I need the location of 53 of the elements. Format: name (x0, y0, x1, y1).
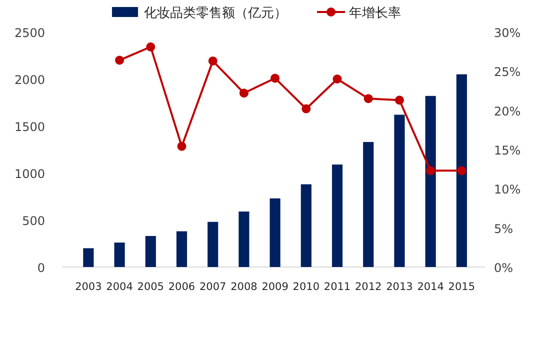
bar (145, 236, 156, 267)
point (426, 166, 436, 176)
point (177, 142, 186, 151)
y-tick-label: 2500 (14, 26, 45, 40)
y2-tick-label: 15% (494, 144, 521, 158)
x-tick-label: 2014 (417, 281, 444, 293)
bar (270, 198, 280, 267)
bar (238, 212, 250, 267)
bar (363, 142, 374, 267)
y2-tick-label: 20% (494, 104, 521, 118)
bar (300, 184, 312, 267)
y2-tick-label: 10% (494, 182, 521, 197)
point (115, 56, 124, 65)
point (302, 104, 311, 114)
y-tick-label: 500 (22, 214, 45, 228)
bar (208, 222, 218, 267)
x-tick-label: 2004 (106, 281, 134, 293)
point (332, 74, 342, 84)
bar (114, 242, 125, 267)
bar (332, 164, 343, 267)
y-tick-label: 0 (37, 261, 45, 275)
point (270, 74, 280, 83)
x-tick-label: 2008 (230, 281, 258, 293)
bar (394, 114, 405, 267)
bar (83, 248, 94, 267)
y2-tick-label: 0% (494, 261, 514, 275)
x-tick-label: 2013 (386, 281, 413, 293)
x-tick-label: 2005 (137, 281, 164, 293)
x-tick-label: 2007 (199, 281, 226, 293)
y-tick-label: 2000 (14, 73, 45, 87)
y2-tick-label: 25% (494, 65, 521, 80)
point (208, 56, 218, 66)
point (146, 42, 156, 52)
y2-tick-label: 5% (494, 222, 514, 236)
x-tick-label: 2012 (354, 281, 382, 293)
point (394, 96, 404, 105)
point (239, 88, 248, 98)
x-tick-label: 2009 (262, 281, 288, 293)
x-tick-label: 2015 (448, 281, 476, 293)
x-tick-label: 2010 (292, 281, 320, 293)
point (364, 94, 373, 104)
bar (176, 231, 188, 267)
legend-label: 化妆品类零售额（亿元） (144, 6, 287, 21)
y-tick-label: 1500 (14, 120, 45, 134)
bar (425, 96, 436, 267)
y2-tick-label: 30% (494, 26, 521, 40)
y-tick-label: 1000 (14, 167, 45, 181)
point (457, 166, 466, 176)
x-tick-label: 2011 (324, 281, 351, 293)
bar (456, 74, 467, 267)
x-tick-label: 2003 (75, 281, 102, 293)
legend-label: 年增长率 (349, 5, 401, 21)
x-tick-label: 2006 (168, 281, 196, 293)
